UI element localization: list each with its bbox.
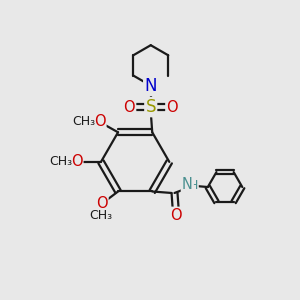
Text: N: N <box>182 178 193 193</box>
Text: O: O <box>94 114 105 129</box>
Text: O: O <box>124 100 135 115</box>
Text: O: O <box>170 208 182 223</box>
Text: N: N <box>145 76 157 94</box>
Text: CH₃: CH₃ <box>73 115 96 128</box>
Text: CH₃: CH₃ <box>89 209 113 222</box>
Text: CH₃: CH₃ <box>50 155 73 168</box>
Text: N: N <box>145 76 157 94</box>
Text: O: O <box>71 154 82 169</box>
Text: H: H <box>189 179 199 192</box>
Text: S: S <box>146 98 156 116</box>
Text: O: O <box>96 196 107 211</box>
Text: O: O <box>166 100 178 115</box>
